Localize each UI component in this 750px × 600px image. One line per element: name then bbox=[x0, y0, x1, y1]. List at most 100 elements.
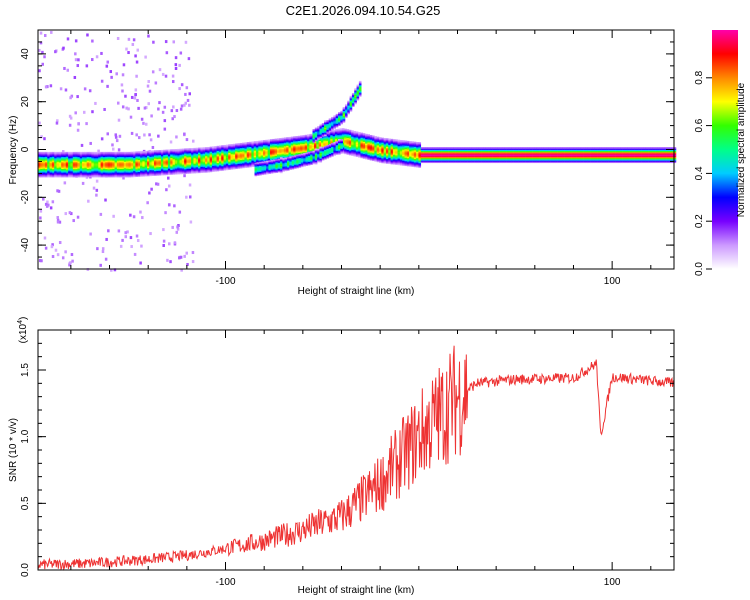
heatmap-cell bbox=[311, 144, 315, 146]
heatmap-cell bbox=[165, 160, 169, 162]
heatmap-cell bbox=[86, 165, 90, 167]
heatmap-cell bbox=[471, 150, 475, 153]
heatmap-cell bbox=[258, 158, 261, 161]
heatmap-cell bbox=[494, 155, 498, 158]
heatmap-cell bbox=[395, 144, 398, 146]
heatmap-cell bbox=[562, 157, 565, 160]
heatmap-cell bbox=[288, 144, 292, 146]
heatmap-cell bbox=[119, 173, 122, 175]
heatmap-cell bbox=[576, 156, 579, 159]
heatmap-cell bbox=[244, 154, 248, 156]
heatmap-cell bbox=[142, 173, 145, 176]
heatmap-cell bbox=[58, 160, 62, 162]
heatmap-cell bbox=[585, 161, 589, 164]
heatmap-cell bbox=[330, 134, 333, 137]
heatmap-cell bbox=[467, 159, 470, 161]
heatmap-cell bbox=[258, 145, 261, 148]
heatmap-cell bbox=[353, 130, 357, 133]
heatmap-cell bbox=[580, 153, 584, 155]
heatmap-cell bbox=[221, 145, 224, 147]
heatmap-cell bbox=[170, 154, 173, 156]
heatmap-cell bbox=[61, 159, 64, 161]
heatmap-cell bbox=[164, 74, 168, 78]
heatmap-cell bbox=[147, 163, 150, 166]
heatmap-cell bbox=[195, 154, 199, 157]
heatmap-cell bbox=[608, 147, 612, 149]
heatmap-cell bbox=[573, 149, 577, 152]
heatmap-cell bbox=[79, 154, 83, 156]
heatmap-cell bbox=[341, 128, 345, 130]
heatmap-cell bbox=[622, 156, 626, 159]
heatmap-cell bbox=[230, 167, 234, 170]
heatmap-cell bbox=[404, 151, 408, 153]
heatmap-cell bbox=[427, 154, 431, 156]
heatmap-cell bbox=[187, 57, 191, 61]
heatmap-cell bbox=[388, 146, 391, 149]
heatmap-cell bbox=[216, 166, 220, 168]
heatmap-cell bbox=[65, 156, 69, 159]
heatmap-cell bbox=[58, 166, 62, 168]
heatmap-cell bbox=[56, 163, 60, 166]
heatmap-cell bbox=[176, 227, 180, 231]
heatmap-cell bbox=[358, 138, 361, 140]
heatmap-cell bbox=[137, 160, 141, 163]
heatmap-cell bbox=[620, 151, 623, 154]
heatmap-cell bbox=[344, 131, 347, 133]
heatmap-cell bbox=[527, 155, 531, 158]
heatmap-cell bbox=[288, 140, 292, 143]
heatmap-cell bbox=[126, 173, 129, 175]
heatmap-cell bbox=[163, 173, 166, 176]
heatmap-cell bbox=[281, 148, 285, 151]
heatmap-cell bbox=[374, 154, 377, 156]
heatmap-cell bbox=[494, 148, 498, 150]
heatmap-cell bbox=[91, 169, 94, 172]
heatmap-cell bbox=[65, 157, 69, 160]
heatmap-cell bbox=[585, 151, 589, 154]
heatmap-cell bbox=[471, 157, 475, 160]
heatmap-cell bbox=[223, 160, 227, 163]
heatmap-cell bbox=[532, 156, 535, 159]
heatmap-cell bbox=[488, 157, 491, 160]
heatmap-cell bbox=[443, 147, 447, 149]
heatmap-cell bbox=[239, 151, 243, 153]
heatmap-cell bbox=[72, 175, 76, 178]
heatmap-cell bbox=[242, 164, 245, 166]
heatmap-cell bbox=[105, 173, 108, 175]
heatmap-cell bbox=[425, 161, 428, 164]
heatmap-cell bbox=[72, 173, 76, 175]
heatmap-cell bbox=[116, 173, 120, 175]
heatmap-cell bbox=[89, 169, 92, 172]
heatmap-cell bbox=[140, 157, 143, 159]
heatmap-cell bbox=[147, 159, 150, 161]
heatmap-cell bbox=[325, 135, 329, 138]
heatmap-cell bbox=[54, 163, 57, 166]
heatmap-cell bbox=[195, 151, 199, 153]
heatmap-cell bbox=[288, 150, 292, 152]
heatmap-cell bbox=[49, 157, 53, 160]
heatmap-cell bbox=[383, 139, 387, 141]
heatmap-cell bbox=[332, 140, 336, 142]
heatmap-cell bbox=[58, 165, 62, 167]
heatmap-cell bbox=[119, 160, 122, 162]
heatmap-cell bbox=[372, 139, 375, 141]
heatmap-cell bbox=[167, 150, 171, 153]
heatmap-cell bbox=[369, 155, 373, 157]
heatmap-cell bbox=[137, 164, 141, 167]
heatmap-cell bbox=[557, 155, 561, 158]
heatmap-cell bbox=[61, 151, 64, 154]
heatmap-cell bbox=[79, 171, 83, 173]
heatmap-cell bbox=[418, 142, 422, 144]
heatmap-cell bbox=[534, 147, 538, 149]
heatmap-cell bbox=[61, 256, 65, 260]
heatmap-cell bbox=[520, 151, 524, 154]
heatmap-cell bbox=[70, 172, 74, 174]
heatmap-cell bbox=[279, 146, 282, 149]
heatmap-cell bbox=[309, 138, 313, 141]
heatmap-cell bbox=[590, 156, 593, 159]
heatmap-cell bbox=[283, 149, 287, 152]
heatmap-cell bbox=[297, 135, 301, 138]
heatmap-cell bbox=[193, 163, 197, 166]
heatmap-cell bbox=[381, 143, 384, 146]
heatmap-cell bbox=[374, 156, 377, 159]
heatmap-cell bbox=[520, 148, 524, 150]
